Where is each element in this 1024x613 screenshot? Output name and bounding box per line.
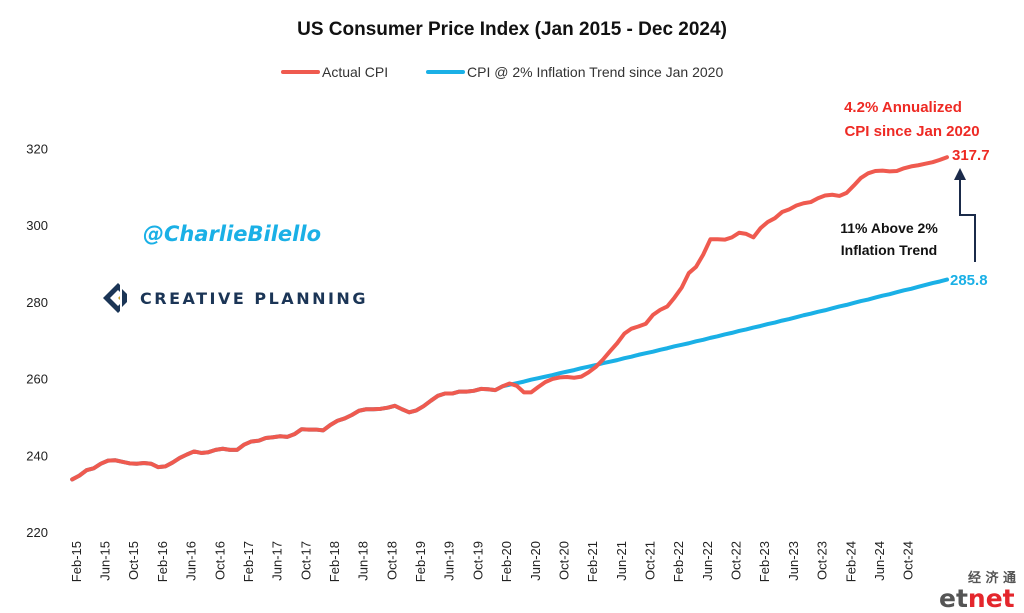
legend-label-actual: Actual CPI <box>322 64 388 80</box>
actual-end-value-label: 317.7 <box>952 147 990 164</box>
x-tick-label: Jun-15 <box>98 541 113 581</box>
etnet-watermark-chinese: 经 济 通 <box>968 570 1016 586</box>
series-line-actual <box>70 155 949 482</box>
x-tick-label: Oct-23 <box>815 541 830 580</box>
gap-arrow <box>954 168 976 262</box>
series-line-trend <box>70 277 949 482</box>
x-tick-label: Oct-20 <box>556 541 571 580</box>
etnet-watermark: 经 济 通 etnet <box>939 570 1016 613</box>
x-tick-label: Feb-24 <box>843 541 858 582</box>
y-tick-label: 280 <box>26 295 48 310</box>
x-tick-label: Feb-15 <box>69 541 84 582</box>
x-tick-label: Oct-19 <box>470 541 485 580</box>
annotation-gap-line1: 11% Above 2% <box>840 220 938 236</box>
y-tick-label: 240 <box>26 448 48 463</box>
x-tick-label: Jun-16 <box>184 541 199 581</box>
etnet-watermark-et: et <box>939 584 968 613</box>
x-tick-label: Jun-22 <box>700 541 715 581</box>
trend-end-value-label: 285.8 <box>950 272 988 289</box>
x-tick-label: Jun-17 <box>270 541 285 581</box>
x-tick-label: Jun-23 <box>786 541 801 581</box>
x-tick-label: Jun-20 <box>528 541 543 581</box>
annotation-annualized-line1: 4.2% Annualized <box>844 99 962 116</box>
x-tick-label: Jun-21 <box>614 541 629 581</box>
x-tick-label: Feb-17 <box>241 541 256 582</box>
annotation-gap-line2: Inflation Trend <box>841 242 937 258</box>
y-axis: 220 240 260 280 300 320 <box>26 141 48 540</box>
x-tick-label: Oct-15 <box>126 541 141 580</box>
y-tick-label: 300 <box>26 218 48 233</box>
x-tick-label: Oct-21 <box>643 541 658 580</box>
x-tick-label: Oct-22 <box>729 541 744 580</box>
x-tick-label: Feb-19 <box>413 541 428 582</box>
etnet-watermark-logo: etnet <box>939 584 1015 613</box>
x-tick-label: Feb-23 <box>757 541 772 582</box>
creative-planning-logo-icon <box>103 283 134 313</box>
x-tick-label: Oct-24 <box>901 541 916 580</box>
x-tick-label: Oct-17 <box>298 541 313 580</box>
author-handle: @CharlieBilello <box>143 222 321 246</box>
creative-planning-name: CREATIVE PLANNING <box>140 289 368 308</box>
legend-label-trend: CPI @ 2% Inflation Trend since Jan 2020 <box>467 64 723 80</box>
x-tick-label: Feb-16 <box>155 541 170 582</box>
x-tick-label: Feb-20 <box>499 541 514 582</box>
x-axis: Feb-15 Jun-15 Oct-15 Feb-16 Jun-16 Oct-16 Feb-… <box>69 541 916 582</box>
x-tick-label: Jun-24 <box>872 541 887 581</box>
x-tick-label: Feb-21 <box>585 541 600 582</box>
annotation-annualized-line2: CPI since Jan 2020 <box>844 123 979 140</box>
y-tick-label: 320 <box>26 141 48 156</box>
x-tick-label: Feb-18 <box>327 541 342 582</box>
legend: Actual CPI CPI @ 2% Inflation Trend sinc… <box>281 64 723 80</box>
x-tick-label: Feb-22 <box>671 541 686 582</box>
chart-title: US Consumer Price Index (Jan 2015 - Dec … <box>297 19 727 40</box>
y-tick-label: 220 <box>26 525 48 540</box>
x-tick-label: Oct-16 <box>212 541 227 580</box>
creative-planning-logo: CREATIVE PLANNING <box>103 283 368 313</box>
y-tick-label: 260 <box>26 372 48 387</box>
x-tick-label: Jun-18 <box>356 541 371 581</box>
etnet-watermark-net: net <box>968 584 1015 613</box>
x-tick-label: Oct-18 <box>384 541 399 580</box>
x-tick-label: Jun-19 <box>442 541 457 581</box>
